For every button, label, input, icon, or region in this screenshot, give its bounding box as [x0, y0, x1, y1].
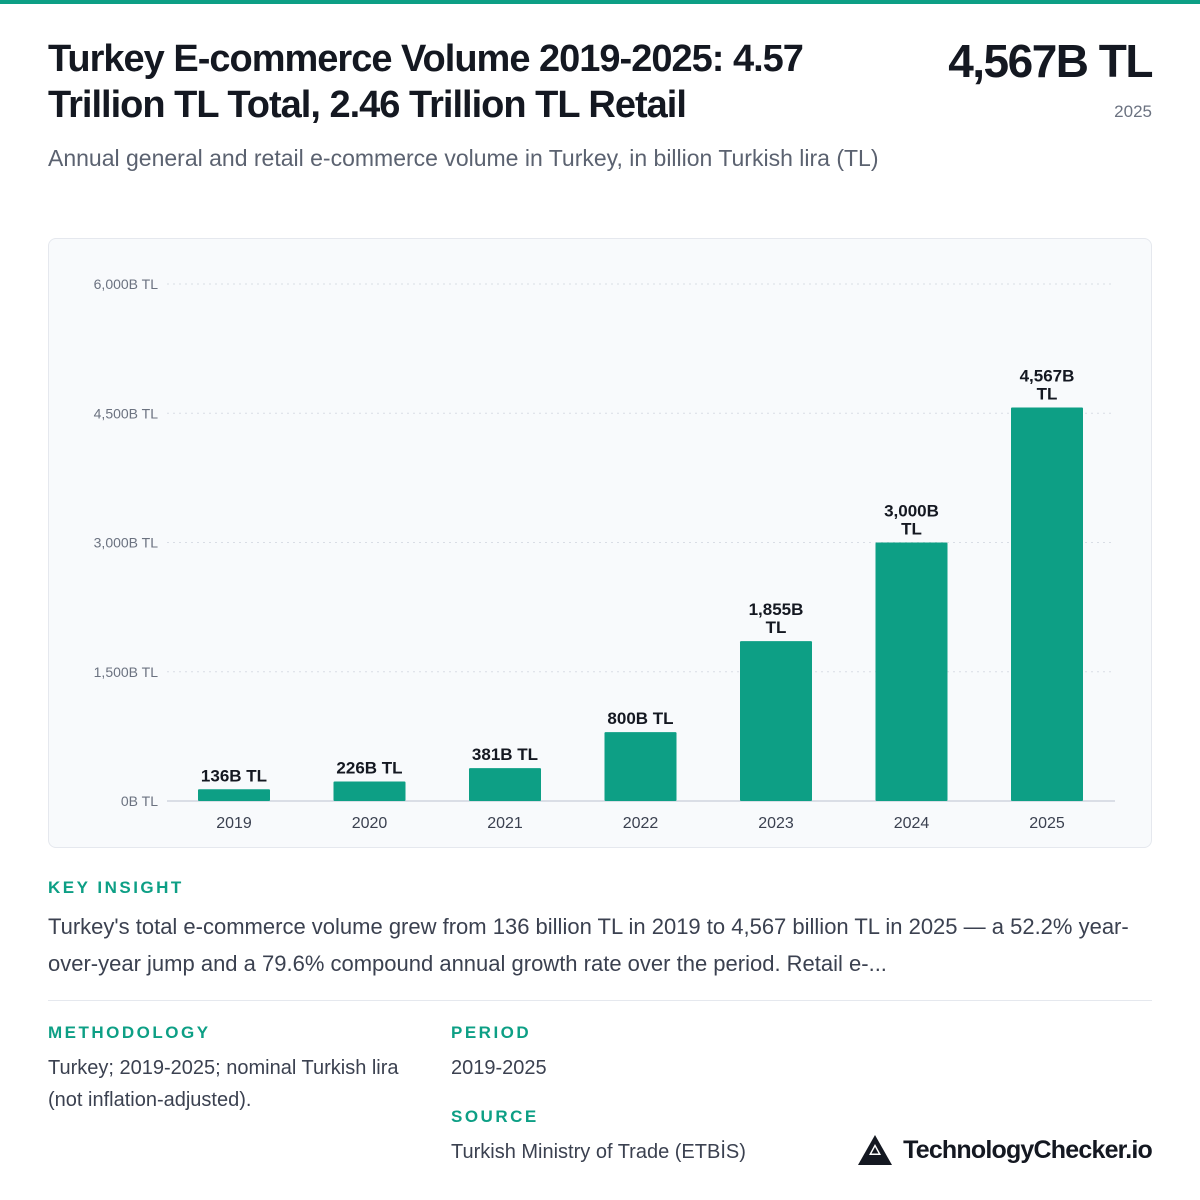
- source-label: SOURCE: [451, 1107, 539, 1126]
- bar: [1011, 407, 1083, 801]
- x-tick-label: 2020: [352, 815, 388, 832]
- bar-chart: 0B TL 1,500B TL 3,000B TL 4,500B TL 6,000B T…: [94, 276, 1115, 832]
- bar: [604, 732, 677, 801]
- x-tick-label: 2025: [1029, 815, 1065, 832]
- data-label: 800B TL: [607, 709, 673, 728]
- period-text: 2019-2025: [451, 1057, 547, 1079]
- page-subtitle: Annual general and retail e-commerce vol…: [48, 145, 879, 171]
- bar: [333, 781, 406, 801]
- data-label: 381B TL: [472, 745, 538, 764]
- x-tick-label: 2023: [758, 815, 794, 832]
- y-tick-label: 0B TL: [121, 793, 158, 809]
- divider: [48, 1000, 1152, 1001]
- headline-value: 4,567B TL: [948, 35, 1153, 87]
- period-label: PERIOD: [451, 1023, 532, 1042]
- chart-card: 0B TL 1,500B TL 3,000B TL 4,500B TL 6,000B T…: [48, 238, 1152, 848]
- y-tick-label: 6,000B TL: [94, 276, 159, 292]
- insight-text: Turkey's total e-commerce volume grew fr…: [48, 914, 1129, 976]
- bar: [740, 641, 812, 801]
- data-label: 3,000B TL: [884, 502, 939, 539]
- headline-year: 2025: [1114, 102, 1152, 121]
- bar: [198, 789, 270, 801]
- data-label: 136B TL: [201, 766, 267, 785]
- x-tick-label: 2022: [623, 815, 659, 832]
- mountain-logo-icon: [858, 1135, 893, 1165]
- x-tick-label: 2021: [487, 815, 523, 832]
- page-title: Turkey E-commerce Volume 2019-2025: 4.57…: [48, 38, 804, 126]
- x-tick-label: 2024: [894, 815, 930, 832]
- source-text: Turkish Ministry of Trade (ETBİS): [451, 1141, 746, 1163]
- y-tick-label: 4,500B TL: [94, 405, 159, 421]
- insight-label: KEY INSIGHT: [48, 878, 184, 897]
- top-accent-rule: [0, 0, 1200, 4]
- bar: [875, 542, 948, 801]
- x-tick-label: 2019: [216, 815, 252, 832]
- brand-name: TechnologyChecker.io: [903, 1135, 1153, 1164]
- data-label: 4,567B TL: [1020, 366, 1075, 403]
- data-label: 1,855B TL: [749, 600, 804, 637]
- y-tick-label: 3,000B TL: [94, 535, 159, 551]
- bar: [469, 768, 541, 801]
- y-tick-label: 1,500B TL: [94, 664, 159, 680]
- methodology-label: METHODOLOGY: [48, 1023, 211, 1042]
- methodology-text: Turkey; 2019-2025; nominal Turkish lira …: [48, 1057, 399, 1111]
- data-label: 226B TL: [336, 759, 402, 778]
- headline-stat: 4,567B TL 2025: [948, 34, 1153, 122]
- brand[interactable]: TechnologyChecker.io: [857, 1134, 1153, 1166]
